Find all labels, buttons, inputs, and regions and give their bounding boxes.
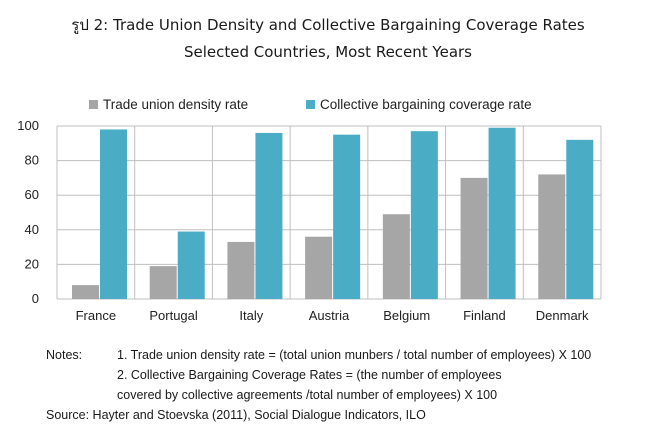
bar-coverage-finland — [488, 127, 516, 299]
bar-coverage-austria — [333, 134, 361, 299]
bar-density-finland — [460, 177, 488, 299]
bar-density-denmark — [538, 174, 566, 299]
x-tick-label: Italy — [239, 308, 263, 323]
legend-label: Collective bargaining coverage rate — [320, 97, 532, 112]
chart-subtitle: Selected Countries, Most Recent Years — [183, 43, 473, 61]
bar-coverage-denmark — [566, 139, 594, 299]
source-note: Source: Hayter and Stoevska (2011), Soci… — [46, 408, 426, 422]
x-tick-label: Denmark — [536, 308, 589, 323]
bar-coverage-portugal — [177, 231, 205, 299]
bar-coverage-france — [100, 129, 127, 299]
chart-title: รูป 2: Trade Union Density and Collectiv… — [71, 16, 585, 34]
notes-label: Notes: — [46, 348, 83, 362]
bar-density-italy — [227, 241, 255, 299]
bar-density-belgium — [382, 214, 410, 299]
bar-density-portugal — [149, 266, 177, 299]
bar-density-france — [72, 285, 99, 299]
bar-coverage-belgium — [410, 131, 438, 299]
x-tick-label: Finland — [463, 308, 506, 323]
legend-label: Trade union density rate — [103, 97, 248, 112]
x-tick-label: Austria — [309, 308, 350, 323]
y-tick-label: 20 — [25, 256, 39, 271]
bar-coverage-italy — [255, 132, 283, 299]
x-tick-label: France — [76, 308, 116, 323]
y-tick-label: 0 — [32, 291, 39, 306]
bar-chart: 0 20 40 60 80 100 France Portugal Italy Austria Be… — [17, 97, 602, 323]
x-tick-label: Belgium — [383, 308, 430, 323]
x-tick-label: Portugal — [149, 308, 198, 323]
note-coverage-definition-line2: covered by collective agreements /total … — [117, 388, 498, 402]
y-tick-label: 40 — [25, 222, 39, 237]
y-tick-label: 100 — [17, 118, 39, 133]
legend-swatch-coverage — [306, 100, 315, 109]
legend-swatch-density — [89, 100, 98, 109]
y-tick-label: 80 — [25, 153, 39, 168]
bar-density-austria — [305, 236, 333, 299]
note-coverage-definition-line1: 2. Collective Bargaining Coverage Rates … — [117, 368, 502, 382]
y-tick-label: 60 — [25, 187, 39, 202]
note-density-definition: 1. Trade union density rate = (total uni… — [117, 348, 592, 362]
